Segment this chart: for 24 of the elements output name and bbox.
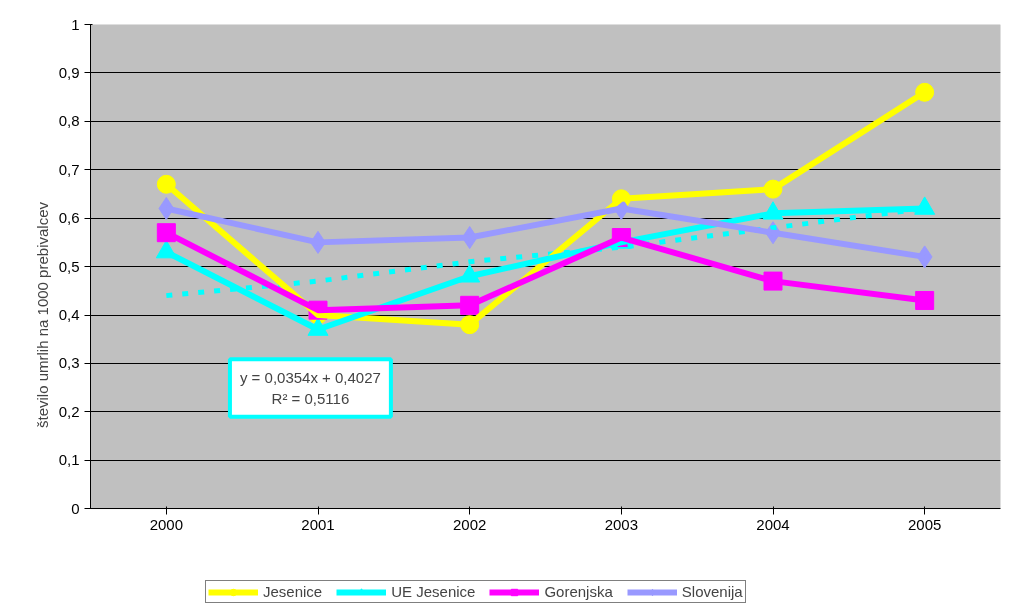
x-tick-label: 2000	[149, 515, 184, 533]
legend-label: Jesenice	[263, 583, 323, 600]
legend-label: Gorenjska	[544, 583, 613, 600]
annotation: y = 0,0354x + 0,4027	[239, 369, 381, 387]
x-tick-label: 2005	[907, 515, 942, 533]
annotation: R² = 0,5116	[271, 389, 350, 407]
y-tick-label: 0,6	[58, 209, 80, 227]
y-tick-label: 0,8	[58, 112, 80, 130]
legend-label: UE Jesenice	[391, 583, 476, 600]
y-tick-label: 0,5	[58, 257, 80, 275]
y-tick-label: 1	[71, 15, 80, 33]
y-tick-label: 0,9	[58, 63, 80, 81]
y-tick-label: 0,2	[58, 402, 80, 420]
legend-label: Slovenija	[681, 583, 743, 600]
x-tick-label: 2001	[301, 515, 335, 533]
y-axis-title: število umrlih na 1000 prebivalcev	[33, 201, 51, 428]
y-tick-label: 0	[71, 499, 80, 517]
x-tick-label: 2003	[604, 515, 639, 533]
y-tick-label: 0,4	[58, 306, 80, 323]
x-tick-label: 2004	[756, 515, 790, 533]
y-tick-label: 0,1	[58, 451, 80, 469]
y-tick-label: 0,3	[58, 354, 80, 372]
x-tick-label: 2002	[452, 515, 487, 533]
y-tick-label: 0,7	[58, 160, 80, 178]
